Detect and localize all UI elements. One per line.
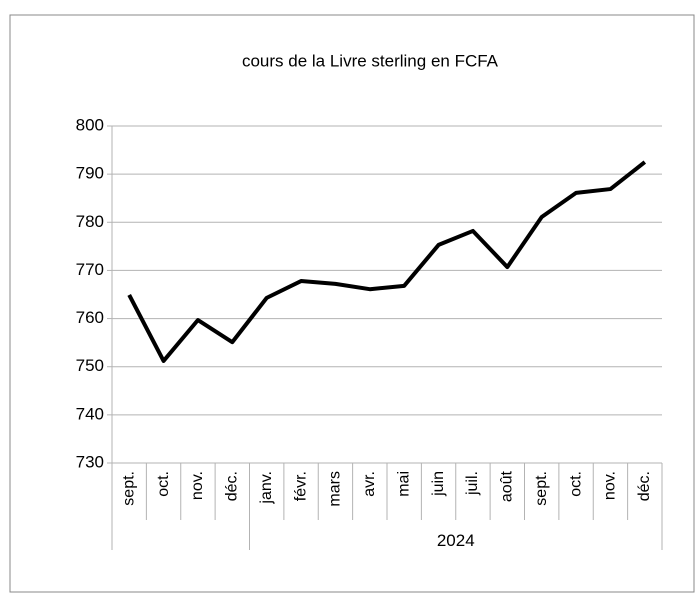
- y-tick-label: 780: [76, 212, 104, 231]
- line-series: [127, 160, 647, 363]
- x-tick-label: avr.: [361, 471, 378, 497]
- y-tick-label: 730: [76, 452, 104, 471]
- y-tick-label: 770: [76, 260, 104, 279]
- y-tick-label: 740: [76, 404, 104, 423]
- y-tick-label: 790: [76, 164, 104, 183]
- x-tick-label: juin: [430, 471, 447, 497]
- x-tick-label: sept.: [533, 471, 550, 506]
- x-tick-label: nov.: [602, 471, 619, 500]
- chart-frame: [9, 14, 695, 593]
- x-tick-label: nov.: [189, 471, 206, 500]
- x-tick-label: juil.: [464, 471, 481, 496]
- x-tick-label: déc.: [636, 471, 653, 501]
- y-tick-label: 800: [76, 115, 104, 134]
- y-tick-label: 760: [76, 308, 104, 327]
- x-tick-label: mai: [395, 471, 412, 497]
- x-tick-label: mars: [327, 471, 344, 507]
- x-tick-label: oct.: [155, 471, 172, 497]
- chart-title: cours de la Livre sterling en FCFA: [242, 51, 499, 70]
- x-tick-label: sept.: [120, 471, 137, 506]
- x-tick-label: janv.: [258, 471, 275, 505]
- x-tick-label: févr.: [292, 471, 309, 501]
- x-tick-label: août: [499, 470, 516, 502]
- group-label: 2024: [437, 531, 475, 550]
- x-tick-label: oct.: [567, 471, 584, 497]
- x-tick-label: déc.: [224, 471, 241, 501]
- y-tick-label: 750: [76, 356, 104, 375]
